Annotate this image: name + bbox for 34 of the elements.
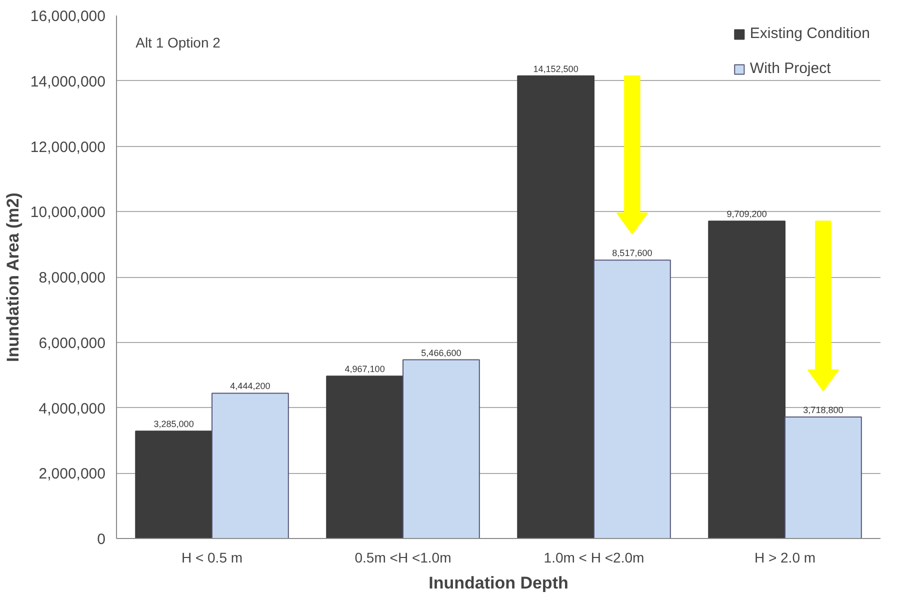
y-axis-title: Inundation Area (m2) — [3, 192, 22, 362]
annotation: Alt 1 Option 2 — [136, 34, 221, 50]
x-tick-label: 0.5m <H <1.0m — [354, 550, 452, 566]
bar — [784, 416, 862, 538]
legend-label: Existing Condition — [750, 25, 870, 42]
x-tick-label: 1.0m < H <2.0m — [544, 550, 644, 566]
x-tick-label: H < 0.5 m — [181, 550, 243, 566]
bar — [135, 430, 212, 538]
text: 9,709,200 — [726, 209, 767, 220]
bar — [402, 359, 480, 538]
text: 4,967,100 — [344, 364, 385, 374]
text: 14,152,500 — [533, 64, 578, 74]
legend-label: With Project — [750, 60, 831, 77]
text: 8,517,600 — [612, 248, 652, 258]
y-tick-label: 2,000,000 — [38, 466, 106, 483]
x-tick-label: H > 2.0 m — [754, 550, 816, 566]
text: 4,444,200 — [230, 381, 270, 392]
bar — [708, 220, 786, 538]
text: 3,285,000 — [154, 419, 194, 430]
text: 5,466,600 — [421, 348, 462, 358]
bar — [326, 376, 404, 538]
y-tick-label: 12,000,000 — [30, 138, 106, 156]
y-tick-label: 0 — [97, 531, 106, 548]
y-tick-label: 4,000,000 — [38, 400, 106, 418]
bar — [212, 392, 289, 538]
y-tick-label: 14,000,000 — [30, 73, 106, 90]
bar — [594, 260, 671, 538]
y-tick-label: 6,000,000 — [38, 334, 106, 352]
y-tick-label: 8,000,000 — [38, 270, 106, 286]
y-tick-label: 10,000,000 — [30, 204, 106, 222]
bar — [517, 75, 594, 538]
text: 3,718,800 — [803, 404, 844, 415]
y-tick-label: 16,000,000 — [30, 8, 106, 25]
x-axis-title: Inundation Depth — [428, 574, 568, 592]
